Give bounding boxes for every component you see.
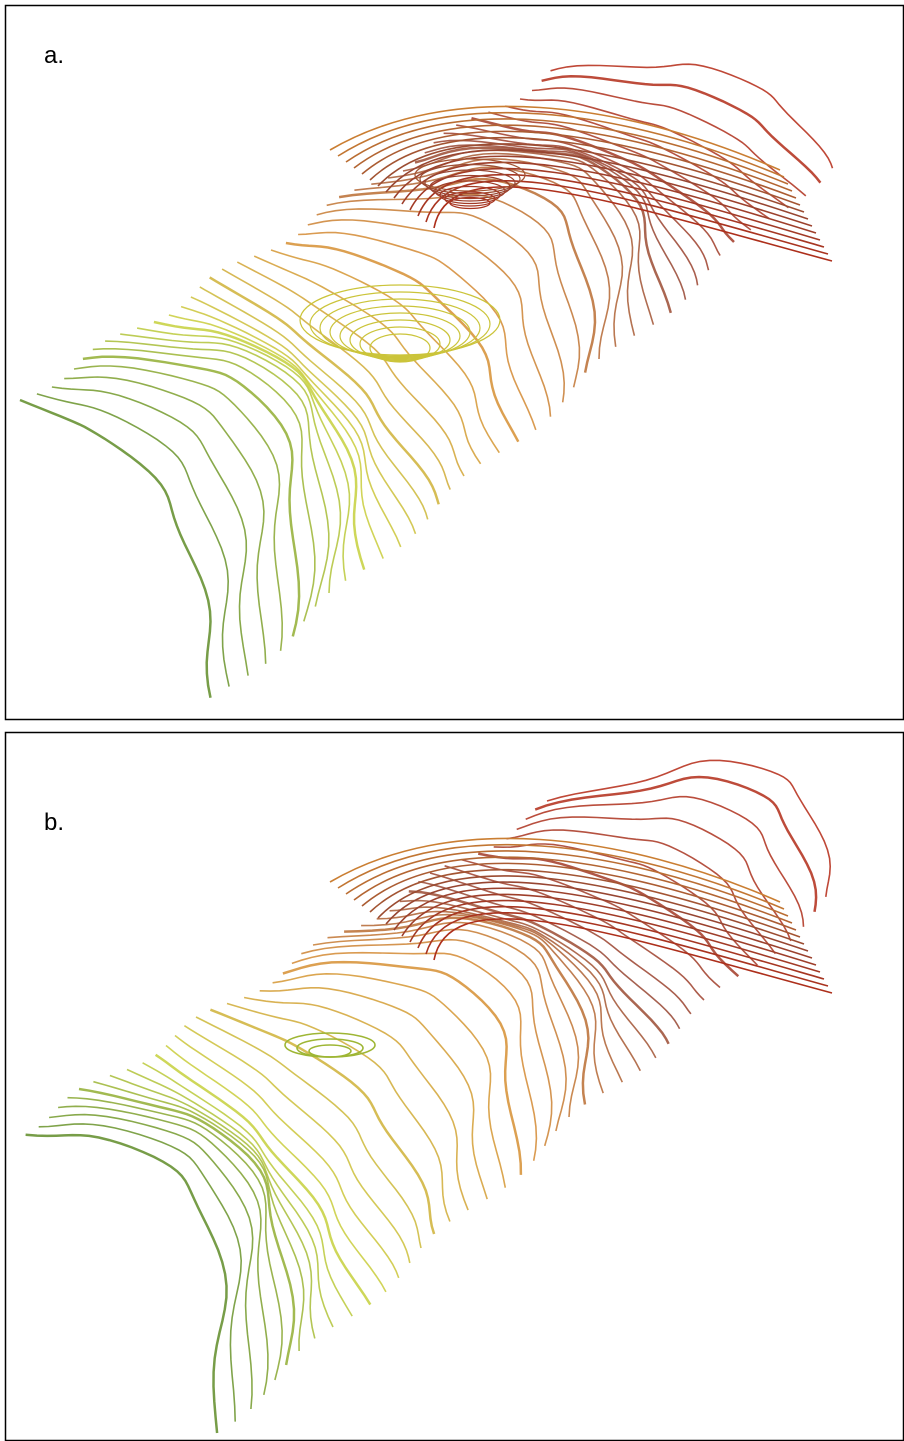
page: a. b. (() => { const data = JSON.parse(d… [0, 0, 904, 1441]
panel-label: b. [44, 809, 64, 836]
figure: a. b. [0, 0, 904, 1441]
panel-frame [6, 6, 904, 720]
panel-label: a. [44, 42, 64, 69]
